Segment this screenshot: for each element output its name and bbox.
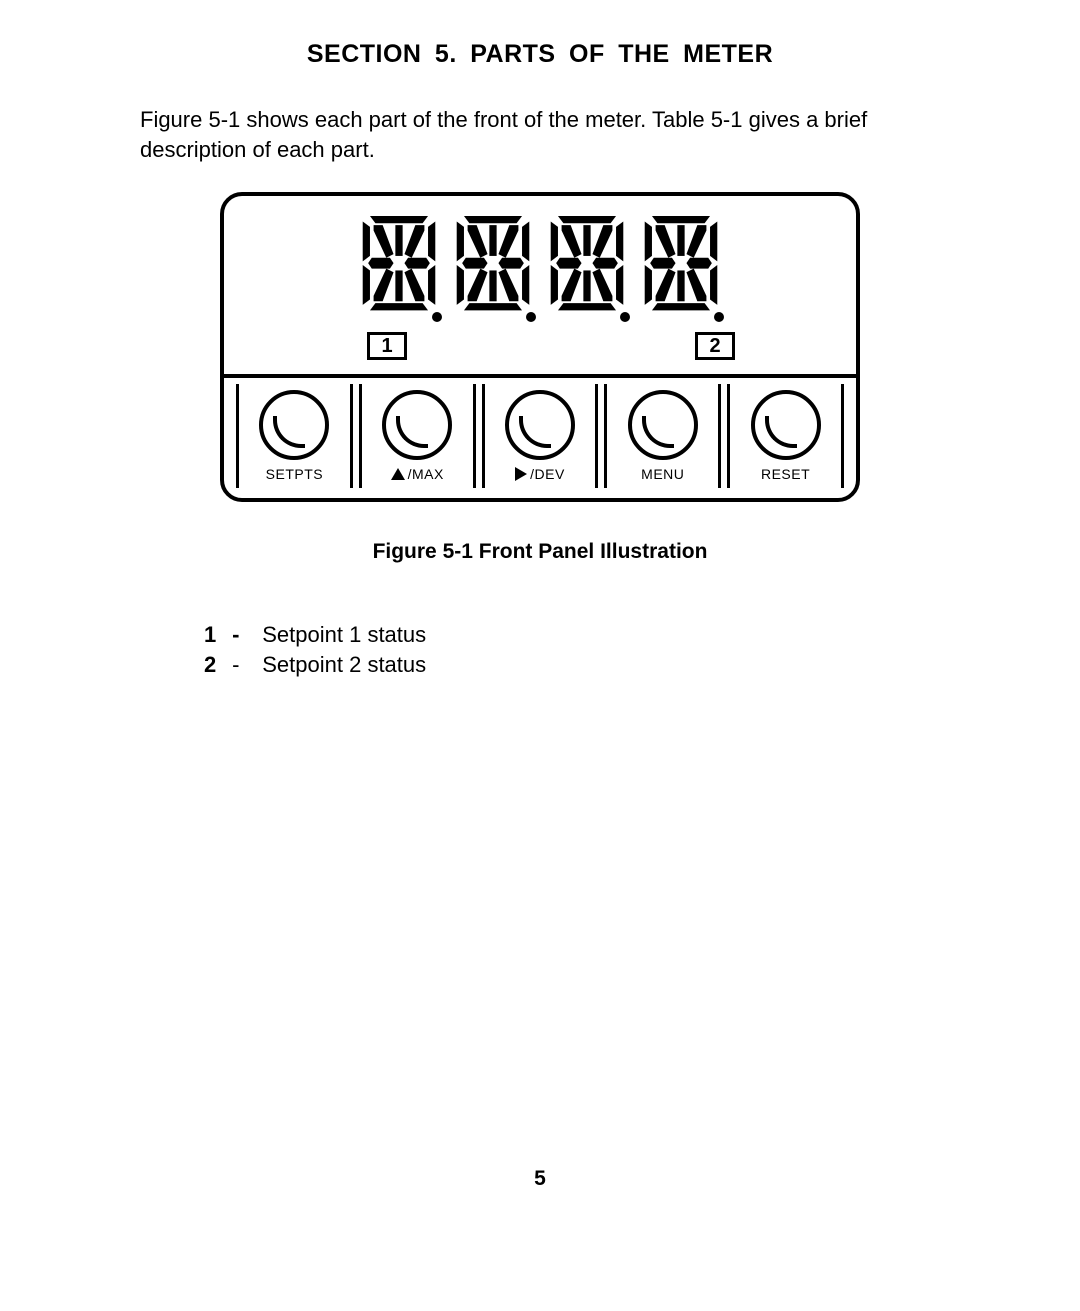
segment-digit	[362, 216, 436, 314]
button-circle-icon	[382, 390, 452, 460]
legend-text: Setpoint 2 status	[262, 652, 426, 677]
button-label: /DEV	[515, 466, 565, 482]
meter-front-panel: 1 2 SETPTS /MAX	[220, 192, 860, 502]
segment-digit	[456, 216, 530, 314]
segment-digit	[550, 216, 624, 314]
button-label: /MAX	[391, 466, 444, 482]
figure-caption: Figure 5-1 Front Panel Illustration	[140, 540, 940, 564]
intro-paragraph: Figure 5-1 shows each part of the front …	[140, 105, 940, 164]
button-menu[interactable]: MENU	[604, 384, 721, 488]
button-label-text: /DEV	[530, 466, 565, 482]
legend-list: 1 - Setpoint 1 status 2 - Setpoint 2 sta…	[204, 620, 940, 679]
document-page: SECTION 5. PARTS OF THE METER Figure 5-1…	[0, 0, 1080, 680]
meter-button-row: SETPTS /MAX /DEV	[224, 378, 856, 498]
segment-digit	[644, 216, 718, 314]
legend-item: 2 - Setpoint 2 status	[204, 650, 940, 680]
legend-number: 2	[204, 650, 226, 680]
page-number: 5	[0, 1167, 1080, 1191]
button-reset[interactable]: RESET	[727, 384, 844, 488]
button-label-text: /MAX	[408, 466, 444, 482]
indicator-box-1: 1	[367, 332, 407, 360]
legend-text: Setpoint 1 status	[262, 622, 426, 647]
button-label-text: SETPTS	[266, 466, 323, 482]
button-circle-icon	[751, 390, 821, 460]
button-dev[interactable]: /DEV	[482, 384, 599, 488]
button-label-text: RESET	[761, 466, 810, 482]
triangle-right-icon	[515, 467, 527, 481]
button-setpts[interactable]: SETPTS	[236, 384, 353, 488]
button-label: MENU	[641, 466, 684, 482]
section-title: SECTION 5. PARTS OF THE METER	[140, 40, 940, 69]
legend-item: 1 - Setpoint 1 status	[204, 620, 940, 650]
meter-display-area: 1 2	[224, 196, 856, 378]
indicator-row: 1 2	[254, 332, 826, 360]
digit-decimals-row	[254, 312, 826, 322]
button-max[interactable]: /MAX	[359, 384, 476, 488]
button-circle-icon	[628, 390, 698, 460]
legend-separator: -	[232, 650, 256, 680]
button-label: RESET	[761, 466, 810, 482]
button-label-text: MENU	[641, 466, 684, 482]
legend-separator: -	[232, 620, 256, 650]
figure-wrap: 1 2 SETPTS /MAX	[140, 192, 940, 502]
button-circle-icon	[259, 390, 329, 460]
indicator-box-2: 2	[695, 332, 735, 360]
button-circle-icon	[505, 390, 575, 460]
digit-row	[254, 216, 826, 314]
legend-number: 1	[204, 620, 226, 650]
button-label: SETPTS	[266, 466, 323, 482]
triangle-up-icon	[391, 468, 405, 480]
